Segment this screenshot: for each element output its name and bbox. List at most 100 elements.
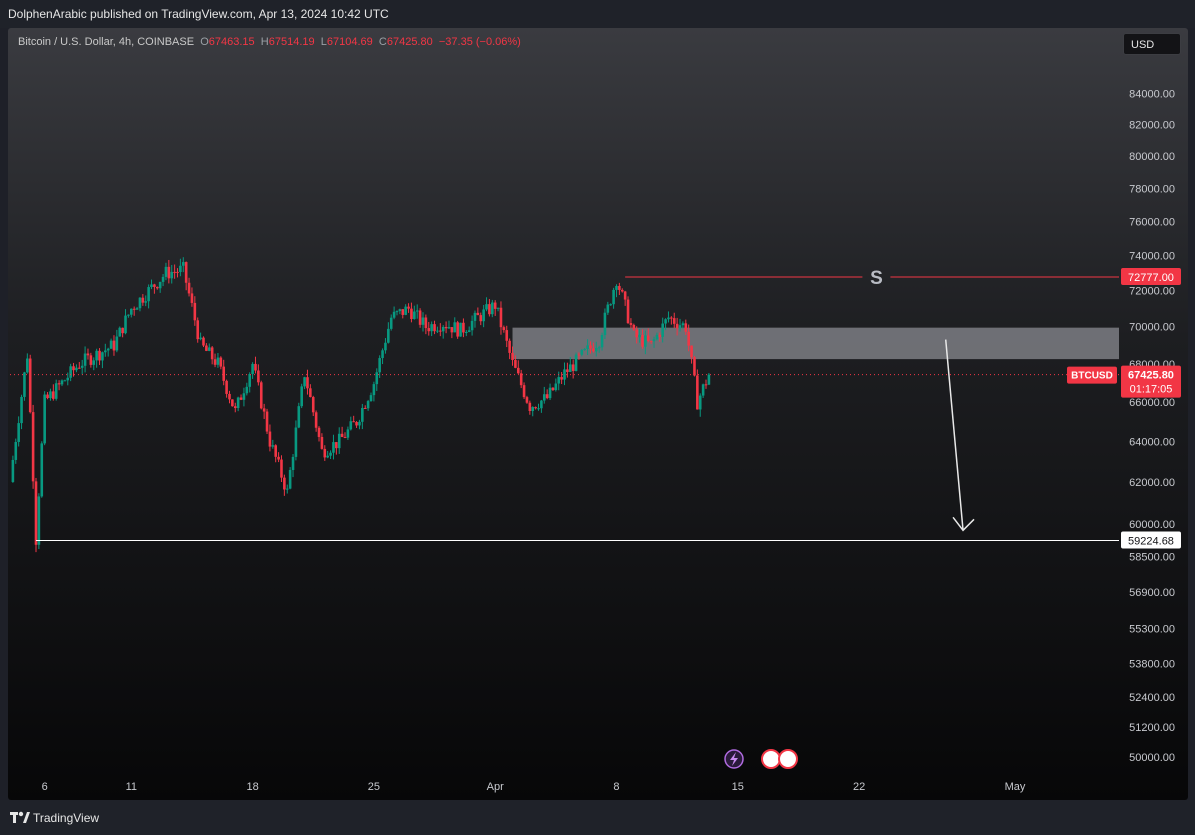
candle-body-51 [158,281,162,289]
candle-body-222 [652,339,656,342]
candle-body-90 [271,445,275,447]
candle-body-239 [701,384,705,396]
candle-body-79 [239,397,243,400]
candle-body-224 [658,334,662,337]
candle-body-52 [161,276,165,282]
candle-body-123 [366,401,370,409]
candle-body-179 [528,402,532,412]
candle-body-12 [46,394,49,399]
y-tick-label: 55300.00 [1129,623,1175,635]
candle-body-173 [511,352,514,360]
publisher-text: DolphenArabic published on TradingView.c… [8,7,389,21]
candle-body-187 [551,387,555,391]
low-value: 67104.69 [326,36,373,48]
candle-body-81 [245,386,249,394]
candle-body-147 [436,330,439,332]
candle-body-212 [623,291,627,300]
x-tick-label: 11 [126,781,137,793]
s-level-price-text: 72777.00 [1128,272,1174,284]
candle-body-141 [418,310,422,325]
candle-body-55 [170,271,174,279]
candle-body-236 [693,357,696,376]
candle-body-197 [580,349,584,355]
candle-body-237 [696,375,699,410]
supply-zone [512,327,1119,360]
chart-frame[interactable] [8,28,1188,800]
y-tick-label: 80000.00 [1129,151,1175,163]
candle-body-148 [439,330,442,332]
candle-body-21 [72,366,75,371]
candle-body-53 [164,266,168,277]
candle-body-68 [207,347,211,351]
x-tick-label: 18 [246,781,258,793]
candle-body-34 [109,340,113,349]
candle-body-241 [707,374,711,385]
candle-body-128 [381,350,384,359]
candle-body-234 [687,331,690,346]
candle-body-77 [233,406,237,409]
candle-body-166 [490,302,494,315]
candle-body-196 [577,354,581,356]
candle-body-69 [210,347,214,360]
candle-body-182 [537,408,540,410]
y-tick-label: 56900.00 [1129,587,1175,599]
candle-body-160 [473,312,477,321]
candle-body-0 [11,459,15,482]
candle-body-43 [135,308,139,310]
support-price-tag [1121,531,1181,549]
currency-button[interactable]: USD [1123,33,1181,55]
footer: TradingView [0,800,1195,835]
candle-body-168 [496,307,500,309]
candle-body-191 [563,369,566,380]
y-tick-label: 58500.00 [1129,551,1175,563]
candle-body-80 [242,393,246,400]
candle-body-2 [17,423,20,442]
candle-body-23 [78,367,81,369]
candle-body-32 [104,350,107,353]
candle-body-165 [488,304,491,315]
candle-body-112 [335,442,338,449]
candle-body-230 [675,323,679,329]
y-tick-label: 51200.00 [1129,722,1175,734]
y-tick-label: 60000.00 [1129,519,1175,531]
candle-body-24 [80,365,84,368]
candle-body-159 [470,320,474,331]
candle-body-178 [525,397,529,403]
candle-body-57 [176,271,179,273]
candle-body-41 [129,308,133,315]
candle-body-131 [389,317,393,329]
candle-body-210 [618,285,621,290]
brand-name[interactable]: TradingView [33,811,100,825]
tradingview-logo-icon[interactable] [10,810,30,824]
candle-body-104 [311,397,315,413]
candle-body-154 [456,322,459,337]
down-arrow-shaft [944,339,964,531]
candle-body-66 [202,337,205,346]
candle-body-14 [52,391,55,399]
candle-body-156 [462,322,465,333]
candle-body-146 [433,324,436,332]
us-flag-event-icon [761,749,781,769]
candle-body-207 [609,304,613,306]
candle-body-176 [519,373,523,386]
candle-body-150 [444,326,448,329]
support-price-text: 59224.68 [1128,536,1174,548]
candle-body-209 [615,285,618,290]
candle-body-137 [407,306,410,309]
candle-body-73 [222,366,226,381]
candle-body-208 [612,289,615,305]
candle-body-61 [187,282,191,294]
candle-body-205 [603,312,607,336]
change-value: −37.35 (−0.06%) [438,36,521,48]
ohlc-legend: Bitcoin / U.S. Dollar, 4h, COINBASE O674… [18,36,521,48]
candle-body-213 [626,299,630,324]
candle-body-67 [205,345,208,351]
candle-body-215 [632,324,636,330]
candle-body-26 [86,353,90,356]
candle-body-223 [655,334,659,340]
candle-body-118 [352,421,355,423]
candle-body-214 [629,323,633,325]
candle-body-113 [337,433,341,449]
candle-body-107 [320,436,324,449]
